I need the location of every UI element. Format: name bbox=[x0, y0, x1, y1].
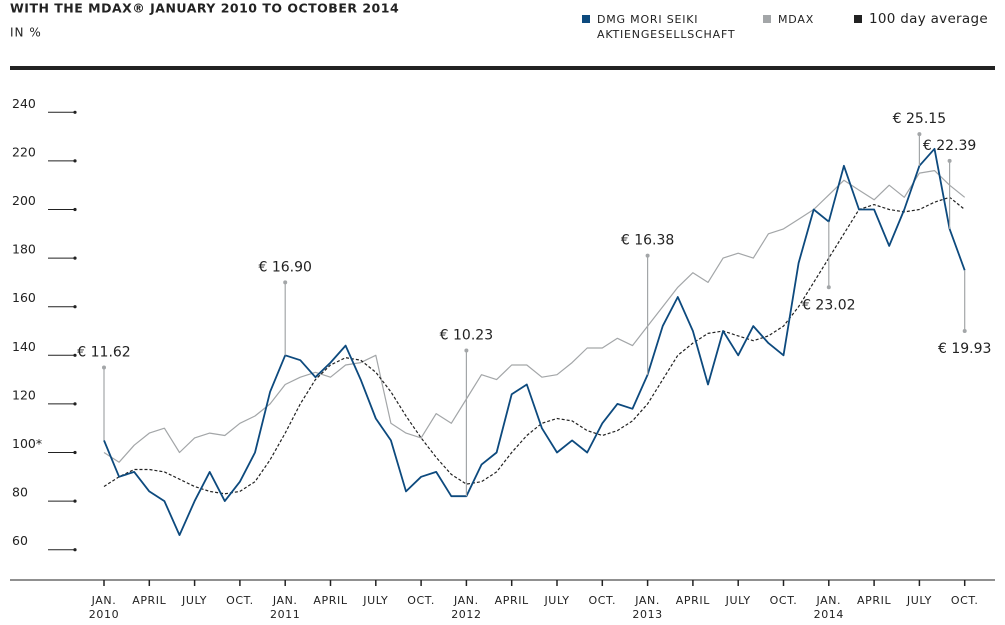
x-tick-label: JULY bbox=[182, 594, 208, 607]
legend-label: MDAX bbox=[778, 13, 815, 26]
header-rule bbox=[10, 66, 995, 70]
y-tick-label: 80 bbox=[12, 485, 28, 500]
annotation-label: € 19.93 bbox=[938, 341, 991, 357]
y-tick-label: 220 bbox=[12, 144, 36, 159]
y-tick-label: 60 bbox=[12, 533, 28, 548]
annotation-dot bbox=[102, 365, 106, 370]
series-line bbox=[103, 170, 966, 463]
y-tick-dot bbox=[73, 110, 77, 114]
y-tick-label: 200 bbox=[12, 193, 36, 208]
annotation-label: € 25.15 bbox=[893, 111, 946, 127]
annotation-dot bbox=[464, 348, 469, 353]
annotation-label: € 10.23 bbox=[440, 327, 493, 343]
y-tick-dot bbox=[73, 256, 77, 260]
x-tick-label: OCT. bbox=[226, 594, 254, 607]
x-tick-label: JAN. 2011 bbox=[269, 594, 301, 621]
chart-title: WITH THE MDAX® JANUARY 2010 TO OCTOBER 2… bbox=[10, 1, 399, 16]
series-line bbox=[103, 196, 966, 495]
x-tick-label: APRIL bbox=[675, 594, 710, 607]
x-tick-label: JAN. 2014 bbox=[813, 594, 844, 621]
y-tick-dot bbox=[73, 450, 77, 455]
annotation-dot bbox=[826, 285, 831, 290]
annotation-dot bbox=[962, 329, 967, 333]
y-tick-label: 100* bbox=[12, 436, 42, 451]
annotation-label: € 22.39 bbox=[923, 138, 976, 154]
annotation-dot bbox=[917, 132, 922, 137]
annotation-dot bbox=[283, 280, 288, 285]
legend-swatch bbox=[854, 15, 862, 23]
x-tick-label: OCT. bbox=[950, 594, 979, 607]
y-tick-label: 180 bbox=[12, 242, 36, 257]
x-tick-label: JULY bbox=[906, 594, 932, 607]
legend-swatch bbox=[582, 15, 590, 23]
legend-label: DMG MORI SEIKI AKTIENGESELLSCHAFT bbox=[597, 13, 736, 41]
x-tick-label: APRIL bbox=[857, 594, 892, 607]
annotation-label: € 23.02 bbox=[802, 297, 855, 313]
annotation-label: € 16.90 bbox=[258, 259, 311, 275]
annotation-dot bbox=[645, 253, 650, 258]
y-tick-dot bbox=[73, 207, 77, 212]
y-tick-dot bbox=[73, 499, 77, 503]
x-tick-label: APRIL bbox=[313, 594, 348, 607]
x-tick-label: JULY bbox=[544, 594, 570, 607]
y-tick-dot bbox=[73, 305, 77, 309]
annotation-label: € 16.38 bbox=[621, 233, 674, 249]
x-tick-label: JAN. 2013 bbox=[632, 594, 663, 621]
x-tick-label: OCT. bbox=[588, 594, 617, 607]
y-tick-dot bbox=[73, 159, 77, 163]
y-tick-dot bbox=[73, 402, 77, 406]
x-tick-label: JAN. 2010 bbox=[88, 594, 120, 621]
y-tick-dot bbox=[73, 353, 77, 357]
y-tick-label: 240 bbox=[12, 96, 36, 111]
y-tick-label: 120 bbox=[12, 387, 36, 402]
x-tick-label: APRIL bbox=[494, 594, 529, 607]
y-tick-label: 140 bbox=[12, 339, 36, 354]
legend-swatch bbox=[763, 15, 771, 23]
x-tick-label: APRIL bbox=[132, 594, 167, 607]
x-tick-label: JULY bbox=[725, 594, 751, 607]
y-tick-label: 160 bbox=[12, 290, 36, 305]
x-tick-label: JAN. 2012 bbox=[451, 594, 482, 621]
series-line bbox=[103, 147, 966, 536]
legend-label: 100 day average bbox=[869, 11, 988, 27]
x-tick-label: OCT. bbox=[407, 594, 435, 607]
chart-subtitle: IN % bbox=[10, 26, 42, 40]
y-tick-dot bbox=[73, 548, 77, 552]
x-tick-label: OCT. bbox=[769, 594, 798, 607]
annotation-dot bbox=[947, 158, 952, 163]
x-tick-label: JULY bbox=[363, 594, 389, 607]
annotation-label: € 11.62 bbox=[77, 344, 130, 360]
